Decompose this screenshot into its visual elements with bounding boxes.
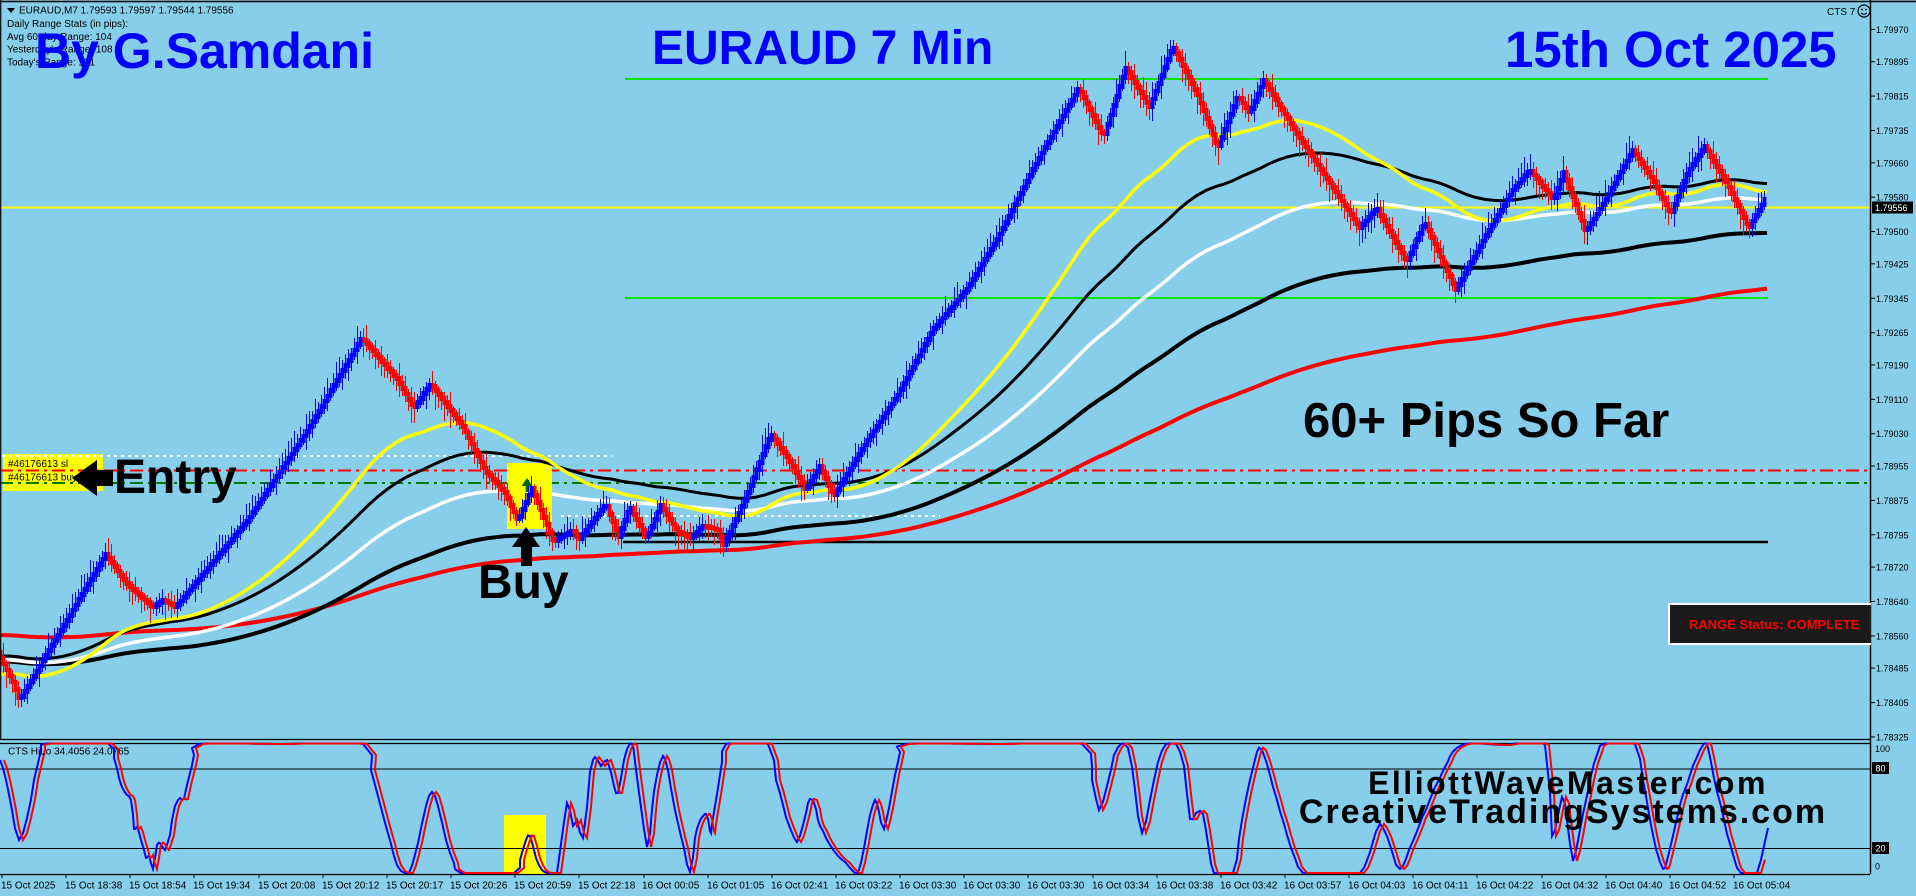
svg-text:1.79190: 1.79190 [1876, 360, 1909, 370]
svg-text:#46176613 sl: #46176613 sl [8, 459, 68, 470]
svg-text:16 Oct 03:42: 16 Oct 03:42 [1220, 881, 1278, 892]
svg-text:15 Oct 20:59: 15 Oct 20:59 [514, 881, 572, 892]
svg-text:Today's Range: 121: Today's Range: 121 [7, 58, 96, 69]
svg-text:15 Oct 18:38: 15 Oct 18:38 [65, 881, 123, 892]
svg-text:Daily Range Stats (in pips):: Daily Range Stats (in pips): [7, 19, 128, 30]
svg-text:1.79815: 1.79815 [1876, 92, 1909, 102]
svg-text:16 Oct 00:05: 16 Oct 00:05 [642, 881, 700, 892]
svg-text:16 Oct 02:41: 16 Oct 02:41 [771, 881, 829, 892]
svg-text:15 Oct 20:12: 15 Oct 20:12 [322, 881, 380, 892]
svg-text:EURAUD 7 Min: EURAUD 7 Min [652, 22, 993, 75]
svg-text:1.79580: 1.79580 [1876, 193, 1909, 203]
svg-text:Yesterday's Range: 108: Yesterday's Range: 108 [7, 45, 113, 56]
svg-text:0: 0 [1875, 862, 1880, 872]
svg-text:1.78485: 1.78485 [1876, 664, 1909, 674]
svg-text:1.78795: 1.78795 [1876, 530, 1909, 540]
svg-text:1.78325: 1.78325 [1876, 733, 1909, 743]
svg-text:100: 100 [1875, 744, 1890, 754]
svg-text:1.78955: 1.78955 [1876, 462, 1909, 472]
svg-text:16 Oct 03:38: 16 Oct 03:38 [1156, 881, 1214, 892]
svg-text:Buy: Buy [478, 556, 569, 609]
svg-text:1.79970: 1.79970 [1876, 25, 1909, 35]
svg-text:20: 20 [1876, 844, 1886, 854]
svg-text:15th Oct 2025: 15th Oct 2025 [1505, 21, 1837, 78]
svg-text:16 Oct 01:05: 16 Oct 01:05 [707, 881, 765, 892]
svg-text:CTS HiLo 34.4056 24.0765: CTS HiLo 34.4056 24.0765 [8, 747, 130, 758]
svg-text:15 Oct 20:17: 15 Oct 20:17 [386, 881, 444, 892]
svg-text:16 Oct 03:30: 16 Oct 03:30 [963, 881, 1021, 892]
svg-text:1.79110: 1.79110 [1876, 395, 1908, 405]
svg-text:15 Oct 2025: 15 Oct 2025 [1, 881, 56, 892]
svg-text:EURAUD,M7 1.79593 1.79597 1.7: EURAUD,M7 1.79593 1.79597 1.79544 1.7955… [19, 6, 234, 17]
svg-text:16 Oct 04:52: 16 Oct 04:52 [1669, 881, 1727, 892]
svg-text:1.79735: 1.79735 [1876, 126, 1909, 136]
svg-text:16 Oct 04:22: 16 Oct 04:22 [1476, 881, 1534, 892]
svg-text:15 Oct 19:34: 15 Oct 19:34 [193, 881, 251, 892]
svg-text:1.79895: 1.79895 [1876, 57, 1909, 67]
svg-text:1.79345: 1.79345 [1876, 294, 1909, 304]
svg-text:16 Oct 03:22: 16 Oct 03:22 [835, 881, 893, 892]
svg-text:Entry: Entry [114, 451, 237, 504]
svg-text:1.78720: 1.78720 [1876, 563, 1909, 573]
svg-text:CTS 7: CTS 7 [1827, 7, 1856, 18]
svg-text:15 Oct 22:18: 15 Oct 22:18 [578, 881, 636, 892]
svg-text:1.79265: 1.79265 [1876, 328, 1909, 338]
svg-text:80: 80 [1876, 764, 1886, 774]
svg-text:By G.Samdani: By G.Samdani [35, 23, 374, 79]
svg-text:1.79030: 1.79030 [1876, 429, 1909, 439]
svg-text:16 Oct 03:34: 16 Oct 03:34 [1092, 881, 1150, 892]
svg-text:Avg 60-day Range: 104: Avg 60-day Range: 104 [7, 32, 112, 43]
svg-text:1.78875: 1.78875 [1876, 496, 1909, 506]
svg-text:1.79425: 1.79425 [1876, 259, 1909, 269]
svg-text:15 Oct 20:08: 15 Oct 20:08 [258, 881, 316, 892]
svg-text:CreativeTradingSystems.com: CreativeTradingSystems.com [1299, 793, 1827, 831]
svg-text:1.79556: 1.79556 [1875, 203, 1908, 213]
svg-text:15 Oct 18:54: 15 Oct 18:54 [129, 881, 187, 892]
svg-text:16 Oct 04:40: 16 Oct 04:40 [1605, 881, 1663, 892]
svg-text:16 Oct 03:30: 16 Oct 03:30 [899, 881, 957, 892]
svg-text:16 Oct 04:11: 16 Oct 04:11 [1412, 881, 1469, 892]
svg-text:16 Oct 05:04: 16 Oct 05:04 [1733, 881, 1791, 892]
svg-text:1.78560: 1.78560 [1876, 631, 1909, 641]
svg-text:16 Oct 04:32: 16 Oct 04:32 [1541, 881, 1599, 892]
svg-text:60+ Pips So Far: 60+ Pips So Far [1303, 394, 1669, 448]
svg-text:1.78405: 1.78405 [1876, 698, 1909, 708]
svg-text:#46176613 buy 1.7: #46176613 buy 1.7 [8, 473, 94, 484]
svg-text:16 Oct 03:57: 16 Oct 03:57 [1284, 881, 1342, 892]
svg-text:1.79660: 1.79660 [1876, 158, 1909, 168]
svg-text:ElliottWaveMaster.com: ElliottWaveMaster.com [1368, 765, 1768, 801]
svg-text:16 Oct 03:30: 16 Oct 03:30 [1027, 881, 1085, 892]
svg-text:16 Oct 04:03: 16 Oct 04:03 [1348, 881, 1406, 892]
svg-text:RANGE Status: COMPLETE: RANGE Status: COMPLETE [1689, 617, 1860, 632]
svg-text:1.79500: 1.79500 [1876, 227, 1909, 237]
svg-text:1.78640: 1.78640 [1876, 597, 1909, 607]
svg-text:15 Oct 20:26: 15 Oct 20:26 [450, 881, 508, 892]
